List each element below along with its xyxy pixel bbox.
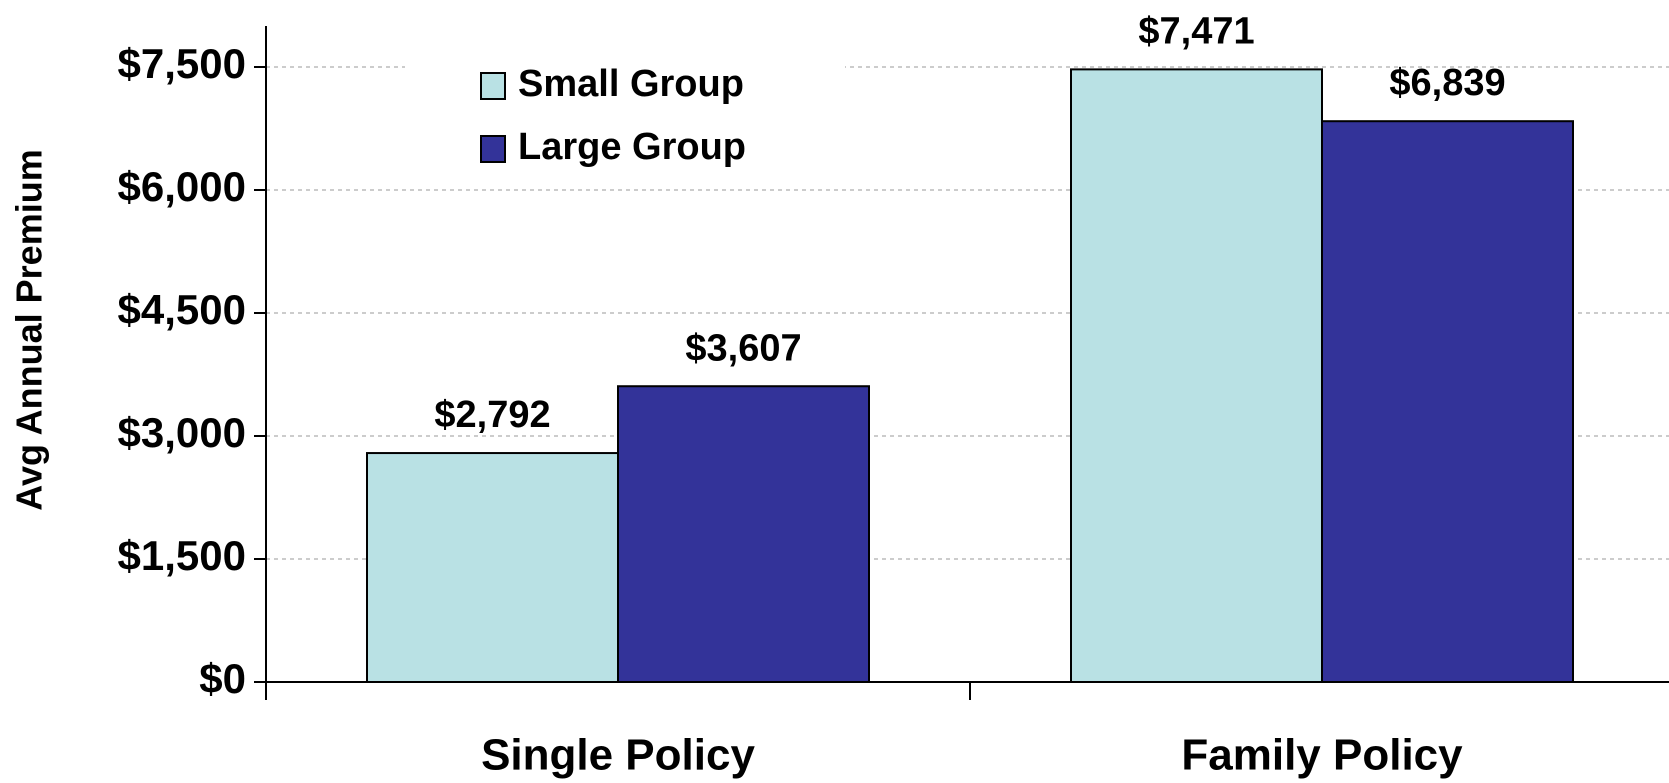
legend-swatch bbox=[480, 72, 506, 100]
y-tick-label: $4,500 bbox=[118, 286, 246, 333]
value-label: $7,471 bbox=[1138, 10, 1254, 52]
y-tick-label: $1,500 bbox=[118, 532, 246, 579]
y-tick-label: $6,000 bbox=[118, 163, 246, 210]
legend-background bbox=[405, 48, 845, 188]
legend-swatch bbox=[480, 135, 506, 163]
value-label: $2,792 bbox=[434, 394, 550, 436]
value-label: $3,607 bbox=[685, 327, 801, 369]
y-axis-title: Avg Annual Premium bbox=[9, 149, 50, 510]
bar bbox=[1070, 68, 1323, 684]
y-tick-label: $0 bbox=[199, 655, 246, 702]
legend-label: Small Group bbox=[518, 63, 744, 105]
bar bbox=[366, 452, 619, 683]
x-tick-label: Single Policy bbox=[481, 731, 755, 780]
legend-label: Large Group bbox=[518, 126, 746, 168]
value-label: $6,839 bbox=[1389, 62, 1505, 104]
bar bbox=[617, 385, 870, 683]
y-tick-label: $3,000 bbox=[118, 409, 246, 456]
bar bbox=[1321, 120, 1574, 683]
x-tick-label: Family Policy bbox=[1181, 731, 1463, 780]
y-tick-label: $7,500 bbox=[118, 40, 246, 87]
